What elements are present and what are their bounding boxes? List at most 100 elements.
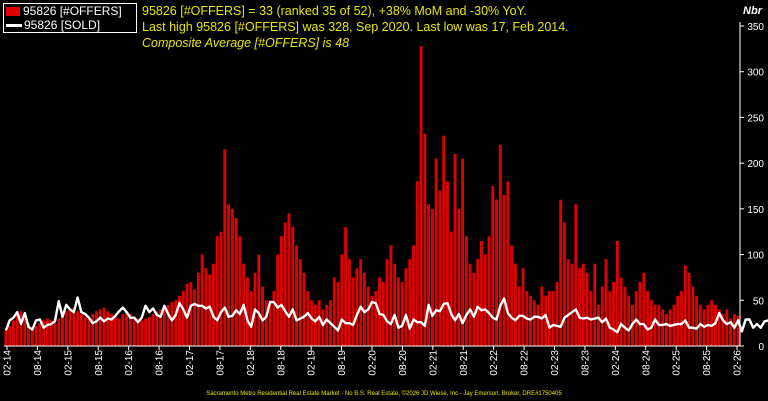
offers-bar xyxy=(181,291,185,346)
x-tick-label: 08-22 xyxy=(520,350,531,376)
offers-bar xyxy=(649,300,653,346)
offers-bar xyxy=(162,307,166,346)
y-tick-label: 200 xyxy=(747,159,764,170)
legend: 95826 [#OFFERS] 95826 [SOLD] xyxy=(3,3,137,33)
offers-bar xyxy=(159,309,163,346)
offers-bar xyxy=(423,133,427,346)
headline-line-1: 95826 [#OFFERS] = 33 (ranked 35 of 52), … xyxy=(142,4,527,18)
offers-bar xyxy=(468,263,472,346)
offers-bar xyxy=(544,295,548,346)
offers-bar xyxy=(283,222,287,346)
offers-bar xyxy=(389,245,393,346)
offers-bar xyxy=(483,254,487,346)
offers-bar xyxy=(581,263,585,346)
offers-bar xyxy=(551,291,555,346)
offers-bar xyxy=(38,323,42,346)
offers-bar xyxy=(574,204,578,346)
offers-bar xyxy=(347,259,351,346)
legend-item-sold: 95826 [SOLD] xyxy=(4,18,136,32)
offers-bar xyxy=(291,227,295,346)
offers-bar xyxy=(344,227,348,346)
x-tick-label: 08-14 xyxy=(33,350,44,376)
offers-bar xyxy=(219,231,223,346)
offers-bar xyxy=(540,286,544,346)
offers-bar xyxy=(340,254,344,346)
offers-bar xyxy=(132,316,136,346)
x-tick-label: 02-16 xyxy=(124,350,135,376)
offers-bar xyxy=(83,316,87,346)
offers-bar xyxy=(317,300,321,346)
x-tick-label: 02-20 xyxy=(368,350,379,376)
offers-bar xyxy=(427,204,431,346)
offers-bar xyxy=(34,325,38,346)
offers-bar xyxy=(604,259,608,346)
offers-bar xyxy=(430,208,434,346)
offers-bar xyxy=(495,199,498,346)
offers-bar xyxy=(15,314,19,346)
offers-bar xyxy=(600,286,604,346)
offers-bar xyxy=(506,181,510,346)
offers-bar xyxy=(695,295,699,346)
offers-bar xyxy=(313,304,317,346)
offers-bar xyxy=(23,318,27,346)
offers-bar xyxy=(638,282,642,346)
x-tick-label: 02-21 xyxy=(428,350,439,376)
offers-bar xyxy=(536,304,540,346)
x-tick-label: 02-25 xyxy=(672,350,683,376)
headline-line-2: Last high 95826 [#OFFERS] was 328, Sep 2… xyxy=(142,20,569,34)
offers-bar xyxy=(98,309,102,346)
offers-bar xyxy=(683,265,687,346)
offers-bar xyxy=(257,254,261,346)
x-tick-label: 02-17 xyxy=(185,350,196,376)
headline: 95826 [#OFFERS] = 33 (ranked 35 of 52), … xyxy=(142,3,569,51)
y-tick-label: 0 xyxy=(758,342,764,353)
offers-bar xyxy=(725,309,729,346)
offers-bar xyxy=(295,245,298,346)
offers-bar xyxy=(415,181,419,346)
offers-bars xyxy=(4,46,740,347)
offers-bar xyxy=(230,208,234,346)
offers-bar xyxy=(532,300,536,346)
offers-bar xyxy=(400,282,404,346)
offers-bar xyxy=(223,149,227,346)
offers-bar xyxy=(238,236,242,346)
offers-bar xyxy=(61,314,64,346)
offers-bar xyxy=(113,316,117,346)
offers-bar xyxy=(136,318,140,346)
offers-bar xyxy=(585,272,589,346)
offers-bar xyxy=(653,304,657,346)
offers-bar xyxy=(261,286,264,346)
offers-bar xyxy=(472,272,476,346)
offers-bar xyxy=(502,195,506,346)
offers-bar xyxy=(366,286,370,346)
x-tick-label: 02-15 xyxy=(63,350,74,376)
offers-bar xyxy=(95,311,98,346)
x-tick-label: 08-20 xyxy=(398,350,409,376)
offers-bar xyxy=(4,330,8,346)
offers-bar xyxy=(627,295,631,346)
offers-bar xyxy=(623,286,627,346)
offers-bar xyxy=(170,302,174,346)
offers-bar xyxy=(434,158,438,346)
offers-bar xyxy=(246,277,249,346)
offers-bar xyxy=(151,314,155,346)
offers-bar xyxy=(676,295,680,346)
unit-label: Nbr xyxy=(743,5,762,17)
offers-bar xyxy=(279,236,283,346)
y-tick-label: 100 xyxy=(747,251,764,262)
offers-bar xyxy=(321,309,325,346)
offers-bar xyxy=(125,311,129,346)
offers-bar xyxy=(498,144,502,346)
offers-bar xyxy=(287,213,291,346)
offers-bar xyxy=(19,311,23,346)
offers-bar xyxy=(64,311,68,346)
offers-bar xyxy=(276,254,280,346)
offers-bar xyxy=(721,314,725,346)
offers-bar xyxy=(461,158,465,346)
x-tick-label: 02-24 xyxy=(611,350,622,376)
offers-bar xyxy=(57,318,61,346)
offers-bar xyxy=(438,190,442,346)
x-tick-label: 08-24 xyxy=(641,350,652,376)
offers-bar xyxy=(642,272,646,346)
offers-bar xyxy=(45,318,49,346)
